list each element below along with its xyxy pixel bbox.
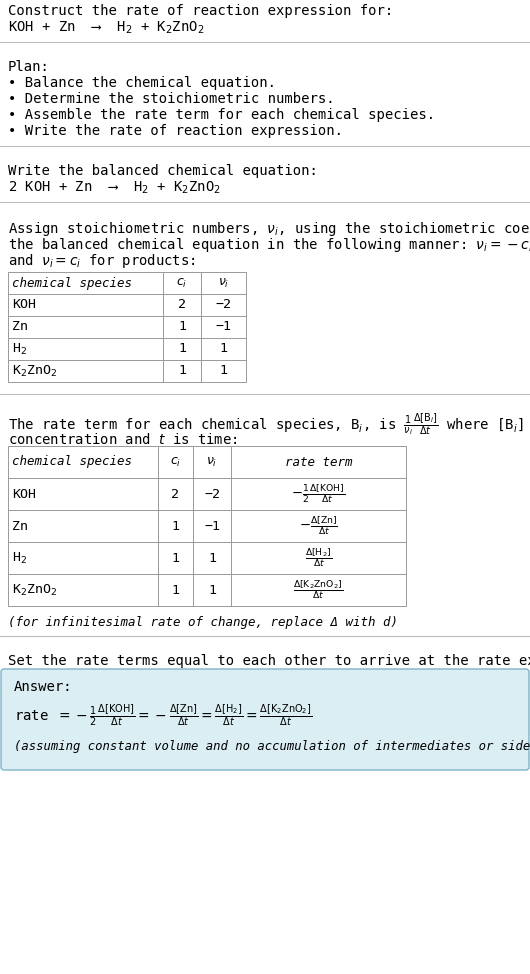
- Text: 1: 1: [219, 364, 227, 378]
- Text: (for infinitesimal rate of change, replace Δ with d): (for infinitesimal rate of change, repla…: [8, 616, 398, 629]
- Text: rate term: rate term: [285, 456, 352, 468]
- Text: 2 KOH + Zn  ⟶  H$_2$ + K$_2$ZnO$_2$: 2 KOH + Zn ⟶ H$_2$ + K$_2$ZnO$_2$: [8, 180, 221, 197]
- Text: Answer:: Answer:: [14, 680, 73, 694]
- Text: Zn: Zn: [12, 519, 28, 533]
- Text: 1: 1: [178, 364, 186, 378]
- Text: • Balance the chemical equation.: • Balance the chemical equation.: [8, 76, 276, 90]
- Text: $c_i$: $c_i$: [176, 277, 188, 289]
- Text: 1: 1: [172, 519, 180, 533]
- FancyBboxPatch shape: [1, 669, 529, 770]
- Text: Write the balanced chemical equation:: Write the balanced chemical equation:: [8, 164, 318, 178]
- Text: 1: 1: [172, 583, 180, 596]
- Text: • Determine the stoichiometric numbers.: • Determine the stoichiometric numbers.: [8, 92, 334, 106]
- Text: −1: −1: [204, 519, 220, 533]
- Text: 1: 1: [219, 343, 227, 356]
- Text: KOH: KOH: [12, 488, 36, 501]
- Text: KOH + Zn  ⟶  H$_2$ + K$_2$ZnO$_2$: KOH + Zn ⟶ H$_2$ + K$_2$ZnO$_2$: [8, 20, 204, 36]
- Text: 1: 1: [178, 320, 186, 333]
- Text: −2: −2: [204, 488, 220, 501]
- Text: K$_2$ZnO$_2$: K$_2$ZnO$_2$: [12, 582, 57, 598]
- Text: Construct the rate of reaction expression for:: Construct the rate of reaction expressio…: [8, 4, 393, 18]
- Bar: [8, 272, 246, 382]
- Text: 1: 1: [208, 583, 216, 596]
- Text: chemical species: chemical species: [12, 277, 132, 289]
- Text: $\nu_i$: $\nu_i$: [218, 277, 229, 289]
- Text: $c_i$: $c_i$: [170, 456, 181, 468]
- Text: $-\frac{\Delta[\mathrm{Zn}]}{\Delta t}$: $-\frac{\Delta[\mathrm{Zn}]}{\Delta t}$: [299, 515, 338, 537]
- Text: concentration and $t$ is time:: concentration and $t$ is time:: [8, 432, 237, 447]
- Text: the balanced chemical equation in the following manner: $\nu_i = -c_i$ for react: the balanced chemical equation in the fo…: [8, 236, 530, 254]
- Text: chemical species: chemical species: [12, 456, 132, 468]
- Text: $-\frac{1}{2}\frac{\Delta[\mathrm{KOH}]}{\Delta t}$: $-\frac{1}{2}\frac{\Delta[\mathrm{KOH}]}…: [291, 483, 346, 506]
- Text: 1: 1: [208, 551, 216, 565]
- Text: Set the rate terms equal to each other to arrive at the rate expression:: Set the rate terms equal to each other t…: [8, 654, 530, 668]
- Text: −2: −2: [216, 298, 232, 312]
- Text: • Assemble the rate term for each chemical species.: • Assemble the rate term for each chemic…: [8, 108, 435, 122]
- Bar: [8, 446, 406, 606]
- Text: H$_2$: H$_2$: [12, 550, 27, 566]
- Text: K$_2$ZnO$_2$: K$_2$ZnO$_2$: [12, 363, 57, 379]
- Text: rate $= -\frac{1}{2}\frac{\Delta[\mathrm{KOH}]}{\Delta t} = -\frac{\Delta[\mathr: rate $= -\frac{1}{2}\frac{\Delta[\mathrm…: [14, 702, 312, 728]
- Text: KOH: KOH: [12, 298, 36, 312]
- Text: 1: 1: [172, 551, 180, 565]
- Text: $\frac{\Delta[\mathrm{K_2ZnO_2}]}{\Delta t}$: $\frac{\Delta[\mathrm{K_2ZnO_2}]}{\Delta…: [294, 579, 343, 602]
- Text: and $\nu_i = c_i$ for products:: and $\nu_i = c_i$ for products:: [8, 252, 196, 270]
- Text: Assign stoichiometric numbers, $\nu_i$, using the stoichiometric coefficients, $: Assign stoichiometric numbers, $\nu_i$, …: [8, 220, 530, 238]
- Text: Plan:: Plan:: [8, 60, 50, 74]
- Text: −1: −1: [216, 320, 232, 333]
- Text: $\nu_i$: $\nu_i$: [206, 456, 218, 468]
- Text: • Write the rate of reaction expression.: • Write the rate of reaction expression.: [8, 124, 343, 138]
- Text: H$_2$: H$_2$: [12, 342, 27, 356]
- Text: Zn: Zn: [12, 320, 28, 333]
- Text: 2: 2: [172, 488, 180, 501]
- Text: $\frac{\Delta[\mathrm{H_2}]}{\Delta t}$: $\frac{\Delta[\mathrm{H_2}]}{\Delta t}$: [305, 546, 332, 570]
- Text: 1: 1: [178, 343, 186, 356]
- Text: 2: 2: [178, 298, 186, 312]
- Text: The rate term for each chemical species, B$_i$, is $\frac{1}{\nu_i}\frac{\Delta[: The rate term for each chemical species,…: [8, 412, 530, 438]
- Text: (assuming constant volume and no accumulation of intermediates or side products): (assuming constant volume and no accumul…: [14, 740, 530, 753]
